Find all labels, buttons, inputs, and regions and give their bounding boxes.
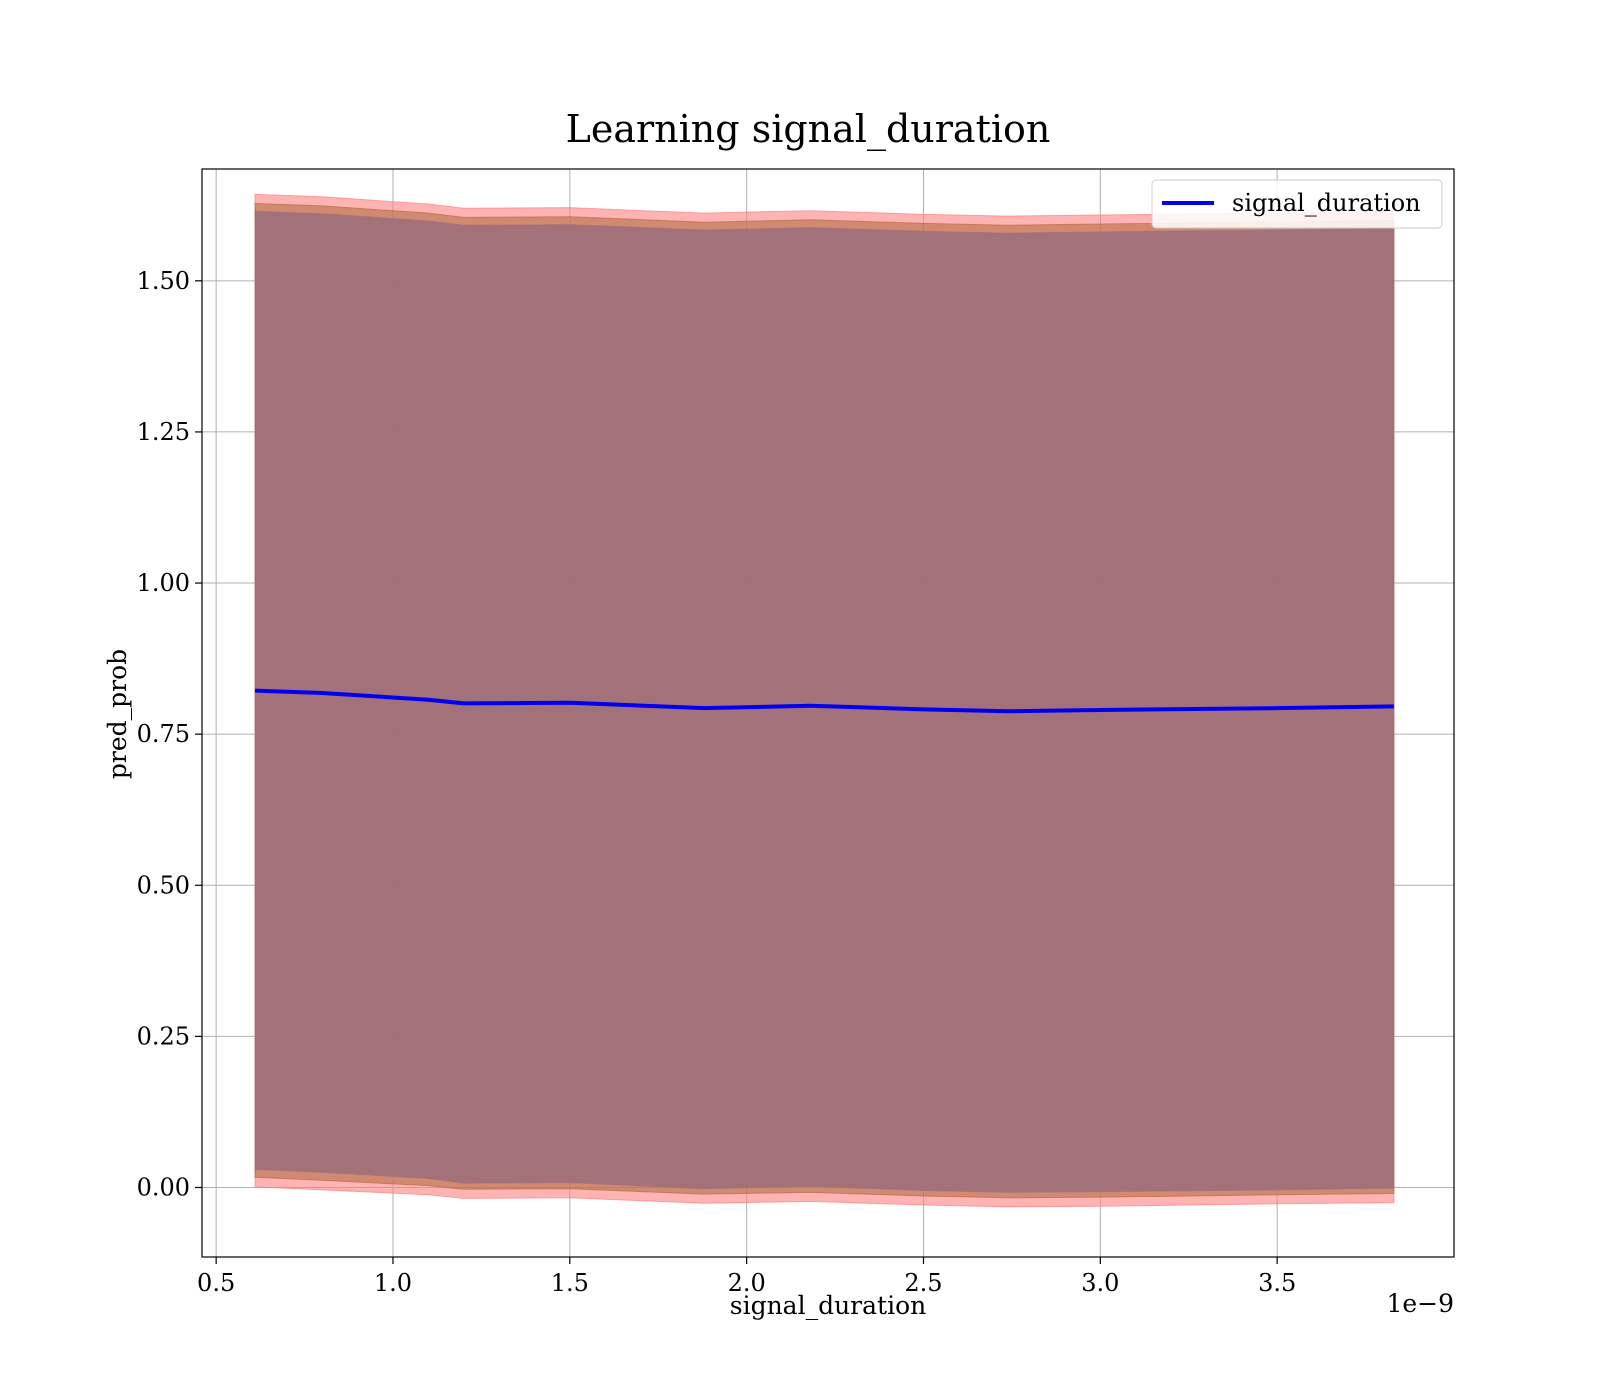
y-tick-label: 0.25 (137, 1022, 190, 1050)
y-tick-label: 1.00 (137, 569, 190, 597)
y-axis-ticks: 0.00 0.25 0.50 0.75 1.00 1.25 1.50 (137, 267, 202, 1201)
confidence-bands (254, 193, 1395, 1208)
chart-title: Learning signal_duration (566, 107, 1051, 152)
series-lines (254, 688, 1394, 714)
y-tick-label: 0.50 (137, 871, 190, 899)
y-tick-label: 0.75 (137, 720, 190, 748)
legend-entry-signal-duration: signal_duration (1232, 189, 1421, 217)
band-inner (254, 210, 1395, 1193)
x-axis-ticks: 0.5 1.0 1.5 2.0 2.5 3.0 3.5 (197, 1257, 1296, 1297)
legend: signal_duration (1151, 179, 1443, 229)
legend-box (1151, 179, 1443, 229)
x-tick-label: 0.5 (197, 1269, 235, 1297)
series-line-signal-duration (254, 688, 1394, 714)
x-tick-label: 3.0 (1081, 1269, 1119, 1297)
x-tick-label: 3.5 (1258, 1269, 1296, 1297)
x-tick-label: 2.0 (728, 1269, 766, 1297)
plot-frame (201, 168, 1455, 1258)
x-axis-label: signal_duration (730, 1291, 926, 1320)
x-tick-label: 2.5 (904, 1269, 942, 1297)
y-axis-label: pred_prob (103, 649, 132, 779)
y-tick-label: 1.25 (137, 418, 190, 446)
y-tick-label: 0.00 (137, 1173, 190, 1201)
y-tick-label: 1.50 (137, 267, 190, 295)
x-axis-offset-label: 1e−9 (1386, 1289, 1454, 1318)
x-tick-label: 1.0 (374, 1269, 412, 1297)
x-tick-label: 1.5 (551, 1269, 589, 1297)
